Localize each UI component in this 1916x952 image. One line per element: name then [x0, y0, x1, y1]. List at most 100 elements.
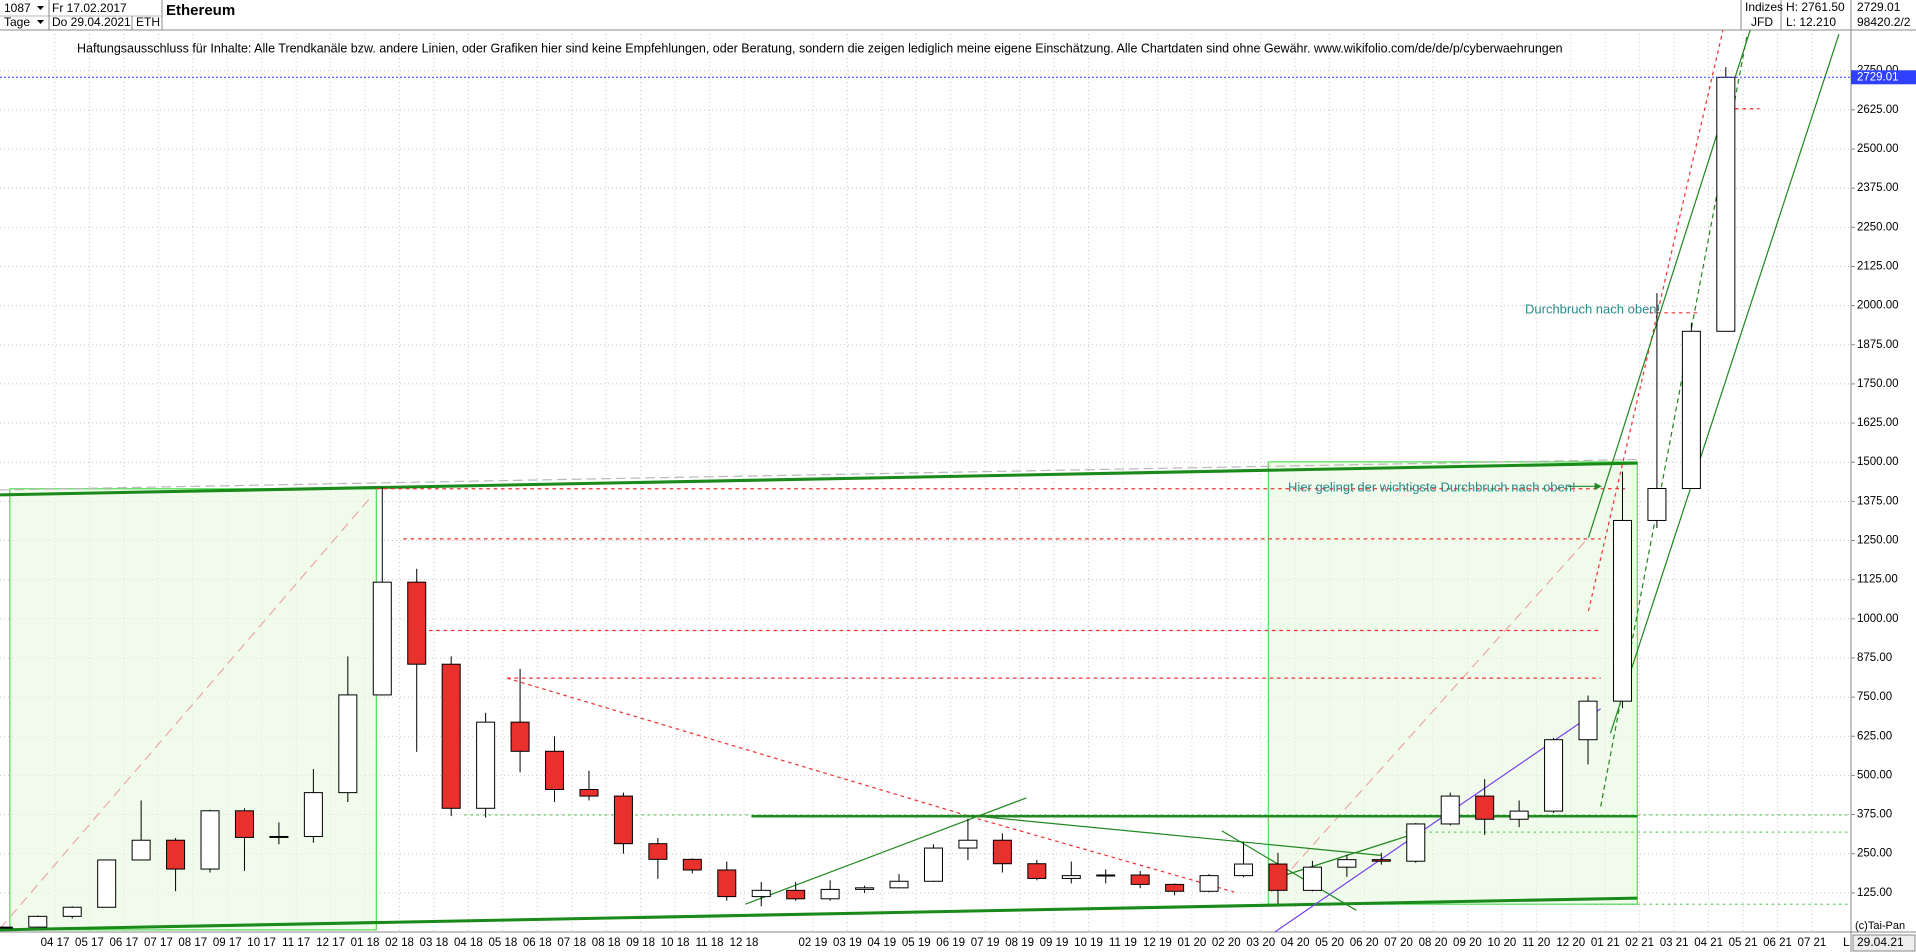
period[interactable]: Tage [4, 15, 30, 29]
x-tick-label: 12 18 [730, 937, 759, 949]
x-tick-label: 08 18 [592, 937, 621, 949]
candle-body [820, 888, 840, 900]
candles [0, 67, 1736, 929]
x-tick-label: 09 17 [213, 937, 242, 949]
x-tick-label: 04 21 [1694, 937, 1723, 949]
candle-body [648, 843, 668, 860]
candle-body [1096, 874, 1116, 877]
candle-body [579, 788, 599, 797]
candle-body [1130, 874, 1150, 885]
y-tick-label: 2625.00 [1857, 104, 1899, 116]
x-tick-label: 11 20 [1522, 937, 1550, 949]
candle-body [131, 839, 151, 861]
candle-body [1199, 875, 1219, 892]
last-price-label: 2729.01 [1857, 71, 1899, 83]
x-tick-label: 12 19 [1143, 937, 1172, 949]
candle-body [166, 839, 186, 870]
candle-body [923, 847, 943, 882]
x-tick-label: 07 18 [557, 937, 586, 949]
x-tick-label: 04 19 [867, 937, 896, 949]
x-tick-label: 05 21 [1729, 937, 1758, 949]
x-tick-label: 05 17 [75, 937, 104, 949]
y-tick-label: 2125.00 [1857, 260, 1899, 272]
candle-body [1475, 795, 1495, 820]
y-tick-label: 500.00 [1857, 769, 1892, 781]
copyright: (c)Tai-Pan [1855, 920, 1905, 932]
y-tick-label: 2500.00 [1857, 143, 1899, 155]
x-tick-label: 03 21 [1660, 937, 1689, 949]
x-tick-label: 01 18 [351, 937, 380, 949]
x-tick-label: 06 19 [936, 937, 965, 949]
y-tick-label: 1875.00 [1857, 339, 1899, 351]
candle-body [682, 858, 702, 871]
candle-body [1371, 859, 1391, 862]
x-tick-label: 02 21 [1625, 937, 1654, 949]
x-tick-label: 08 20 [1419, 937, 1448, 949]
x-tick-label: 09 18 [626, 937, 655, 949]
last: 2729.01 [1857, 0, 1901, 14]
candle-body [62, 906, 82, 917]
y-tick-label: 1000.00 [1857, 613, 1899, 625]
candle-body [1302, 866, 1322, 891]
candle-body [97, 859, 117, 908]
x-tick-label: 06 18 [523, 937, 552, 949]
candle-body [751, 889, 771, 898]
candle-body [613, 795, 633, 845]
y-tick-label: 1750.00 [1857, 378, 1899, 390]
x-tick-label: 03 19 [833, 937, 862, 949]
axis-date: 29.04.21 [1857, 935, 1904, 949]
x-tick-label: 04 20 [1281, 937, 1310, 949]
candle-body [1612, 519, 1632, 702]
annotation: Hier gelingt der wichtigste Durchbruch n… [1288, 479, 1576, 494]
x-tick-label: 05 18 [488, 937, 517, 949]
end-date[interactable]: Do 29.04.2021 [52, 15, 131, 29]
candle-body [1647, 488, 1667, 521]
x-tick-label: 07 20 [1384, 937, 1413, 949]
candle-body [1544, 739, 1564, 812]
low: L: 12.210 [1786, 15, 1836, 29]
x-tick-label: 10 18 [661, 937, 690, 949]
candle-body [855, 887, 875, 890]
axis-mode[interactable]: L [1843, 935, 1850, 949]
candle-body [786, 889, 806, 900]
y-tick-label: 125.00 [1857, 887, 1892, 899]
candle-body [200, 810, 220, 870]
candle-body [1234, 863, 1254, 877]
broker: JFD [1751, 15, 1773, 29]
x-tick-label: 03 18 [420, 937, 449, 949]
x-tick-label: 02 20 [1212, 937, 1241, 949]
volume: 98420.2/2 [1857, 15, 1911, 29]
x-tick-label: 07 19 [971, 937, 1000, 949]
count[interactable]: 1087 [4, 1, 31, 15]
candle-body [303, 792, 323, 837]
y-tick-label: 2250.00 [1857, 221, 1899, 233]
candle-body [234, 810, 254, 838]
candle-body [1268, 863, 1288, 891]
candle-body [717, 869, 737, 898]
trend-lines [0, 30, 1851, 932]
x-tick-label: 01 20 [1177, 937, 1206, 949]
candle-body [441, 663, 461, 809]
x-tick-label: 04 18 [454, 937, 483, 949]
x-tick-label: 10 17 [247, 937, 276, 949]
candle-body [958, 839, 978, 849]
x-tick-label: 12 20 [1556, 937, 1585, 949]
candle-body [1578, 700, 1598, 741]
candle-body [1027, 863, 1047, 879]
candle-body [1337, 859, 1357, 868]
candle-body [1509, 810, 1529, 820]
candle-body [889, 880, 909, 889]
x-tick-label: 02 19 [799, 937, 828, 949]
x-tick-label: 01 21 [1591, 937, 1620, 949]
x-tick-label: 11 18 [696, 937, 724, 949]
candle-body [1061, 875, 1081, 879]
candle-body [476, 721, 496, 809]
x-tick-label: 06 21 [1763, 937, 1792, 949]
y-tick-label: 250.00 [1857, 848, 1892, 860]
axis-date-box [1852, 934, 1916, 952]
candle-body [338, 694, 358, 794]
high: H: 2761.50 [1786, 0, 1845, 14]
y-tick-label: 1125.00 [1857, 574, 1898, 586]
start-date[interactable]: Fr 17.02.2017 [52, 1, 127, 15]
